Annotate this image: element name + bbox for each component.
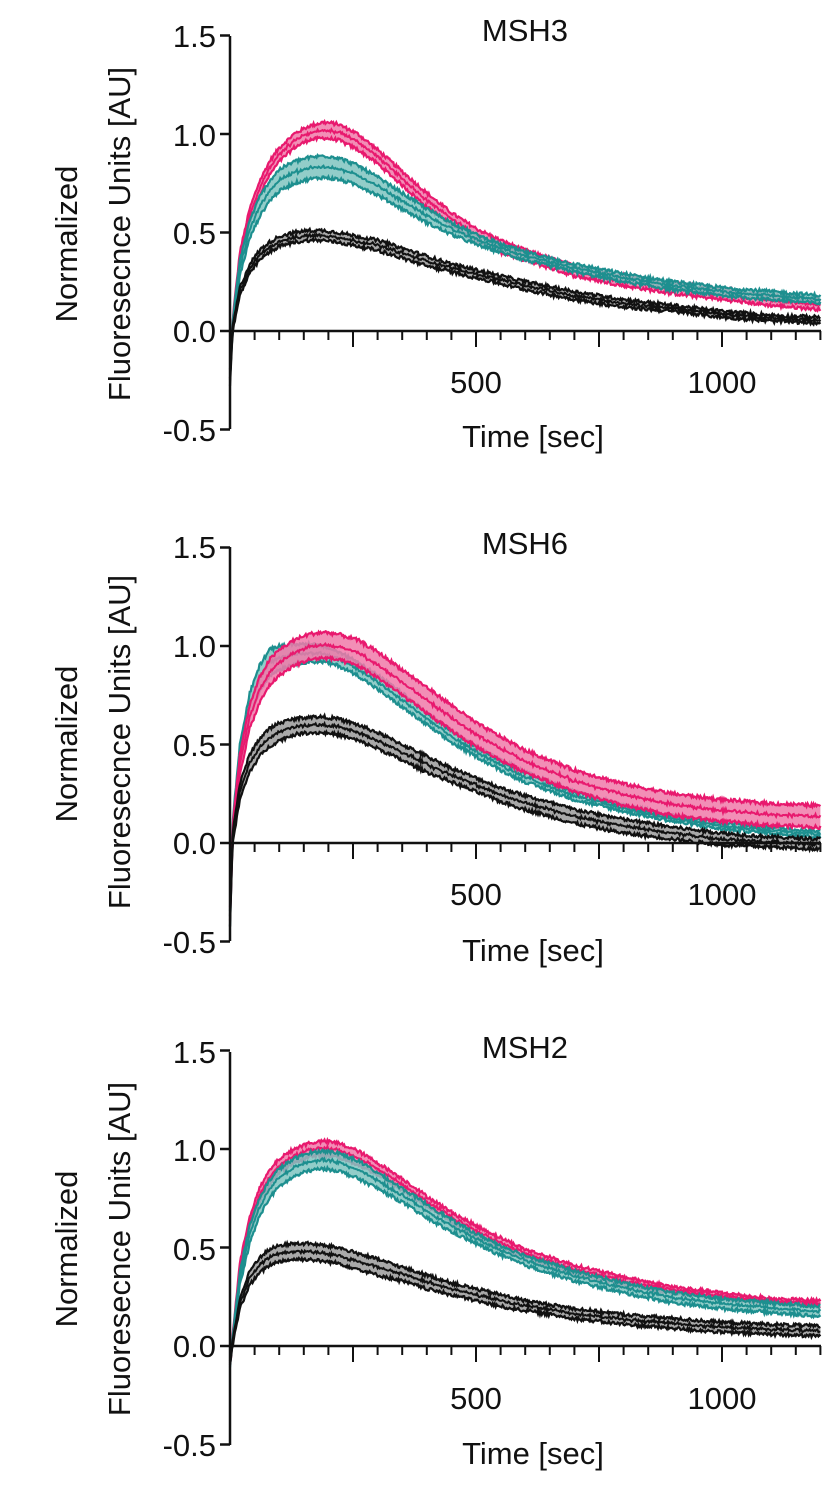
series-line-magenta-lower bbox=[228, 655, 822, 921]
y-tick-label: 1.0 bbox=[173, 629, 216, 664]
y-tick-label: 1.5 bbox=[173, 530, 216, 565]
panel-msh3: MSH3 1.5 1.0 0.5 0.0 -0.5 500 1000 Time … bbox=[49, 13, 822, 454]
panel-msh2: MSH2 1.5 1.0 0.5 0.0 -0.5 500 1000 Time … bbox=[49, 1030, 822, 1471]
y-tick-label: 1.5 bbox=[173, 19, 216, 54]
y-tick-label: 0.5 bbox=[173, 216, 216, 251]
chart-title: MSH2 bbox=[482, 1030, 568, 1065]
tick-marks bbox=[220, 34, 822, 431]
series-line-teal-lower bbox=[228, 1164, 822, 1368]
x-axis-label: Time [sec] bbox=[462, 1436, 604, 1471]
x-axis-label: Time [sec] bbox=[462, 419, 604, 454]
series-line-teal-upper bbox=[228, 153, 822, 370]
y-tick-label: -0.5 bbox=[163, 1428, 216, 1463]
plot-area bbox=[228, 118, 822, 386]
series-line-black-upper bbox=[228, 1239, 821, 1364]
series-line-black-lower bbox=[228, 1255, 822, 1366]
tick-marks bbox=[220, 1049, 822, 1446]
series-line-magenta-mean bbox=[229, 642, 822, 915]
series-band-magenta bbox=[230, 631, 821, 921]
series-line-black-upper bbox=[228, 226, 821, 379]
series-line-black-mean bbox=[229, 720, 822, 922]
y-axis-label-line1: Normalized bbox=[49, 166, 84, 323]
tick-marks bbox=[220, 546, 822, 943]
series-line-teal-mean bbox=[229, 1156, 822, 1365]
y-axis-label-line2: Fluoresecnce Units [AU] bbox=[102, 67, 137, 401]
series-band-black bbox=[230, 1241, 821, 1365]
x-tick-label: 1000 bbox=[688, 365, 757, 400]
y-tick-label: 0.5 bbox=[173, 1232, 216, 1267]
y-axis-label-line2: Fluoresecnce Units [AU] bbox=[102, 1082, 137, 1416]
y-tick-label: 0.0 bbox=[173, 826, 216, 861]
series-band-teal bbox=[230, 155, 821, 380]
series-line-magenta-upper bbox=[228, 629, 822, 908]
y-tick-label: 0.0 bbox=[173, 1329, 216, 1364]
y-tick-label: 0.5 bbox=[173, 728, 216, 763]
plot-area bbox=[228, 1136, 822, 1368]
series-line-black-lower bbox=[228, 236, 822, 386]
series-line-black-mean bbox=[229, 1248, 821, 1365]
series-line-teal-mean bbox=[229, 164, 822, 376]
panel-msh6: MSH6 1.5 1.0 0.5 0.0 -0.5 500 1000 Time … bbox=[49, 526, 822, 968]
y-axis-label-line2: Fluoresecnce Units [AU] bbox=[102, 575, 137, 909]
x-tick-label: 500 bbox=[450, 365, 502, 400]
x-tick-label: 1000 bbox=[688, 1381, 757, 1416]
y-tick-label: 0.0 bbox=[173, 314, 216, 349]
chart-title: MSH3 bbox=[482, 13, 568, 48]
y-tick-label: 1.5 bbox=[173, 1035, 216, 1070]
x-tick-label: 1000 bbox=[688, 877, 757, 912]
chart-title: MSH6 bbox=[482, 526, 568, 561]
x-tick-label: 500 bbox=[450, 1381, 502, 1416]
series-line-black-upper bbox=[228, 712, 822, 917]
plot-area bbox=[228, 629, 822, 927]
y-tick-label: 1.0 bbox=[173, 118, 216, 153]
y-axis-label-line1: Normalized bbox=[49, 1171, 84, 1328]
series-band-teal bbox=[230, 1149, 821, 1368]
series-line-teal-lower bbox=[228, 173, 822, 381]
series-line-magenta-upper bbox=[228, 1136, 822, 1362]
series-line-teal-upper bbox=[228, 1147, 821, 1362]
series-line-black-mean bbox=[229, 232, 822, 382]
y-tick-label: -0.5 bbox=[163, 925, 216, 960]
series-line-teal-lower bbox=[228, 658, 822, 927]
y-tick-label: 1.0 bbox=[173, 1133, 216, 1168]
y-tick-label: -0.5 bbox=[163, 413, 216, 448]
y-axis-label-line1: Normalized bbox=[49, 666, 84, 823]
x-tick-label: 500 bbox=[450, 877, 502, 912]
x-axis-label: Time [sec] bbox=[462, 933, 604, 968]
